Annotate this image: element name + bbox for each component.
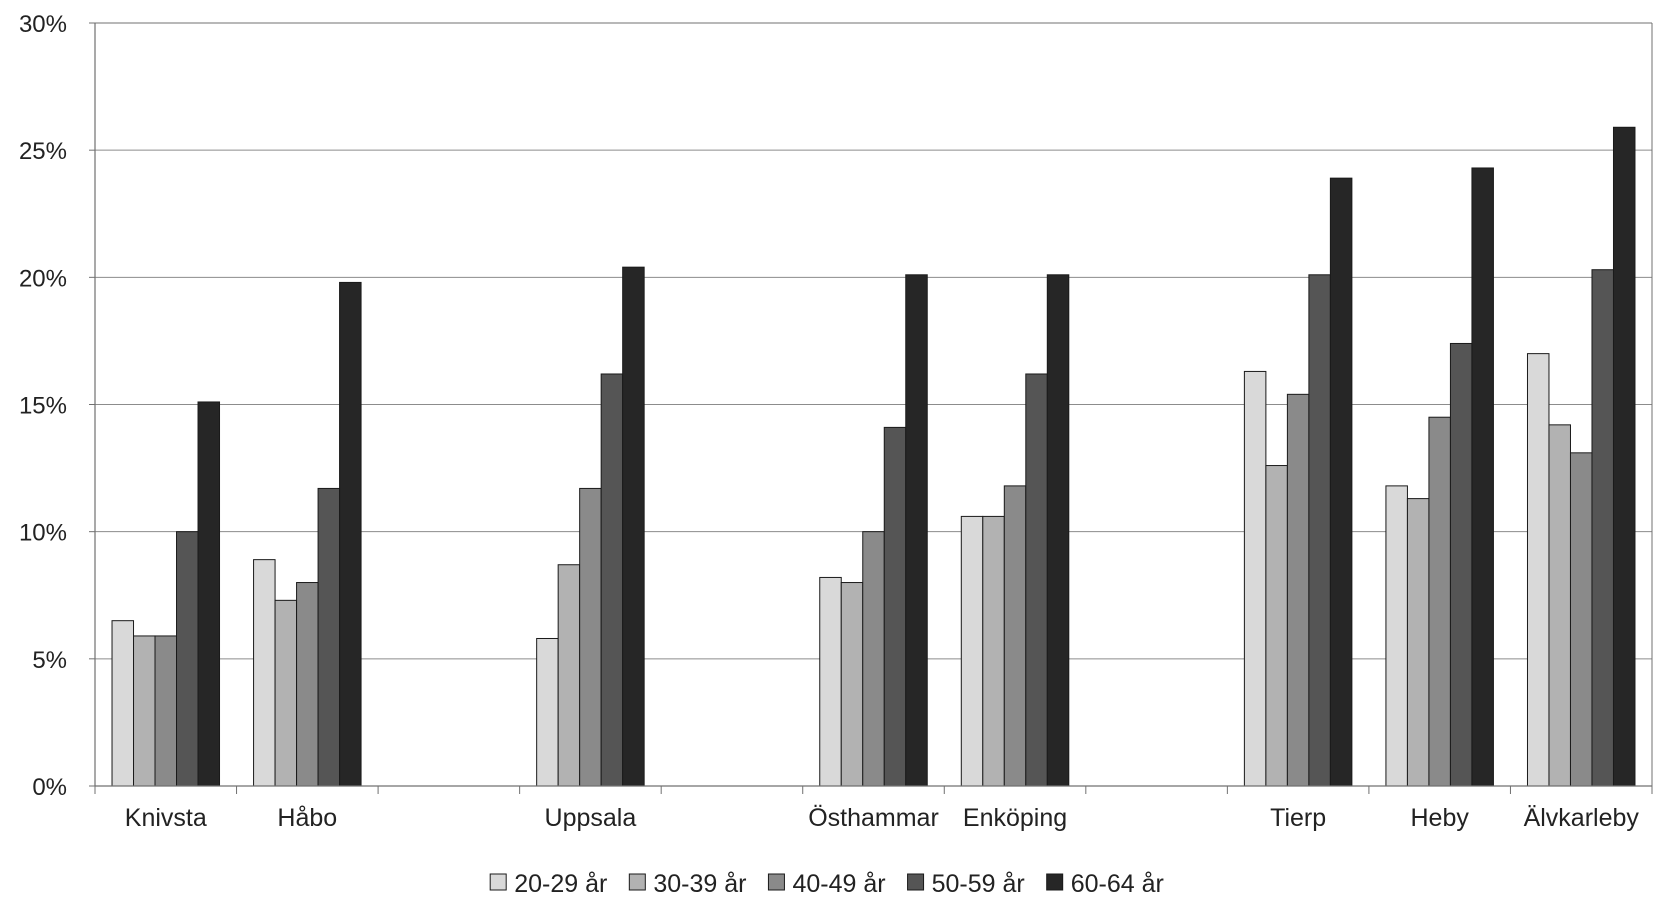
axes: 0% 5% 10% 15% 20% 25% 30% Knivsta Håbo Uppsala Öst… bbox=[19, 11, 1653, 832]
bar bbox=[1526, 353, 1550, 787]
bar bbox=[1569, 452, 1593, 787]
x-tick-label: Uppsala bbox=[545, 804, 637, 832]
x-tick-label: Heby bbox=[1410, 804, 1469, 832]
bar bbox=[1612, 126, 1636, 787]
y-tick-label: 15% bbox=[19, 393, 67, 420]
legend-label: 40-49 år bbox=[792, 870, 885, 898]
bar bbox=[1385, 485, 1408, 787]
bar bbox=[579, 487, 602, 787]
bar bbox=[1428, 416, 1451, 787]
bar bbox=[1406, 498, 1430, 787]
legend-swatch bbox=[1046, 873, 1064, 891]
legend-swatch bbox=[628, 873, 646, 891]
bar bbox=[600, 373, 624, 787]
bar bbox=[253, 559, 276, 787]
bar bbox=[1471, 167, 1494, 787]
y-tick-label: 30% bbox=[19, 11, 67, 38]
legend-label: 30-39 år bbox=[653, 870, 746, 898]
bar bbox=[1003, 485, 1027, 787]
bars bbox=[111, 126, 1636, 787]
x-tick-label: Östhammar bbox=[808, 804, 939, 832]
x-tick-label: Håbo bbox=[277, 804, 337, 832]
bar bbox=[154, 635, 178, 787]
y-tick-label: 20% bbox=[19, 265, 67, 292]
bar bbox=[111, 620, 135, 787]
bar bbox=[1591, 269, 1614, 787]
bar bbox=[176, 531, 199, 787]
bar bbox=[1548, 424, 1571, 787]
bar bbox=[133, 635, 156, 787]
legend-swatch bbox=[489, 873, 507, 891]
bar bbox=[982, 515, 1005, 787]
bar bbox=[317, 487, 341, 787]
y-tick-label: 10% bbox=[19, 520, 67, 547]
bar bbox=[296, 582, 319, 787]
y-tick-label: 5% bbox=[32, 647, 67, 674]
x-tick-label: Tierp bbox=[1270, 804, 1326, 832]
bar bbox=[622, 266, 645, 787]
bar bbox=[1308, 274, 1331, 787]
bar bbox=[1025, 373, 1048, 787]
y-tick-label: 0% bbox=[32, 774, 67, 801]
bar bbox=[1265, 465, 1288, 787]
bar bbox=[1329, 177, 1353, 787]
legend-label: 20-29 år bbox=[514, 870, 607, 898]
bar bbox=[862, 531, 885, 787]
legend-swatch bbox=[767, 873, 785, 891]
bar bbox=[905, 274, 928, 787]
legend-label: 60-64 år bbox=[1071, 870, 1164, 898]
bar bbox=[1449, 342, 1473, 787]
bar bbox=[557, 564, 581, 787]
legend-swatch bbox=[907, 873, 925, 891]
y-tick-label: 25% bbox=[19, 138, 67, 165]
bar bbox=[339, 281, 362, 787]
bar bbox=[1046, 274, 1070, 787]
bar bbox=[819, 576, 842, 787]
bar bbox=[840, 582, 864, 787]
x-tick-label: Knivsta bbox=[125, 804, 207, 832]
bar bbox=[536, 637, 559, 787]
bar bbox=[274, 599, 298, 787]
bar bbox=[960, 515, 984, 787]
bar bbox=[1243, 370, 1267, 787]
bar bbox=[1286, 393, 1310, 787]
bar bbox=[197, 401, 221, 787]
legend-label: 50-59 år bbox=[932, 870, 1025, 898]
bar bbox=[883, 426, 907, 787]
x-tick-label: Enköping bbox=[963, 804, 1067, 832]
legend: 20-29 år 30-39 år 40-49 år 50-59 år 60-64 år bbox=[489, 870, 1164, 898]
x-tick-label: Älvkarleby bbox=[1524, 804, 1640, 832]
